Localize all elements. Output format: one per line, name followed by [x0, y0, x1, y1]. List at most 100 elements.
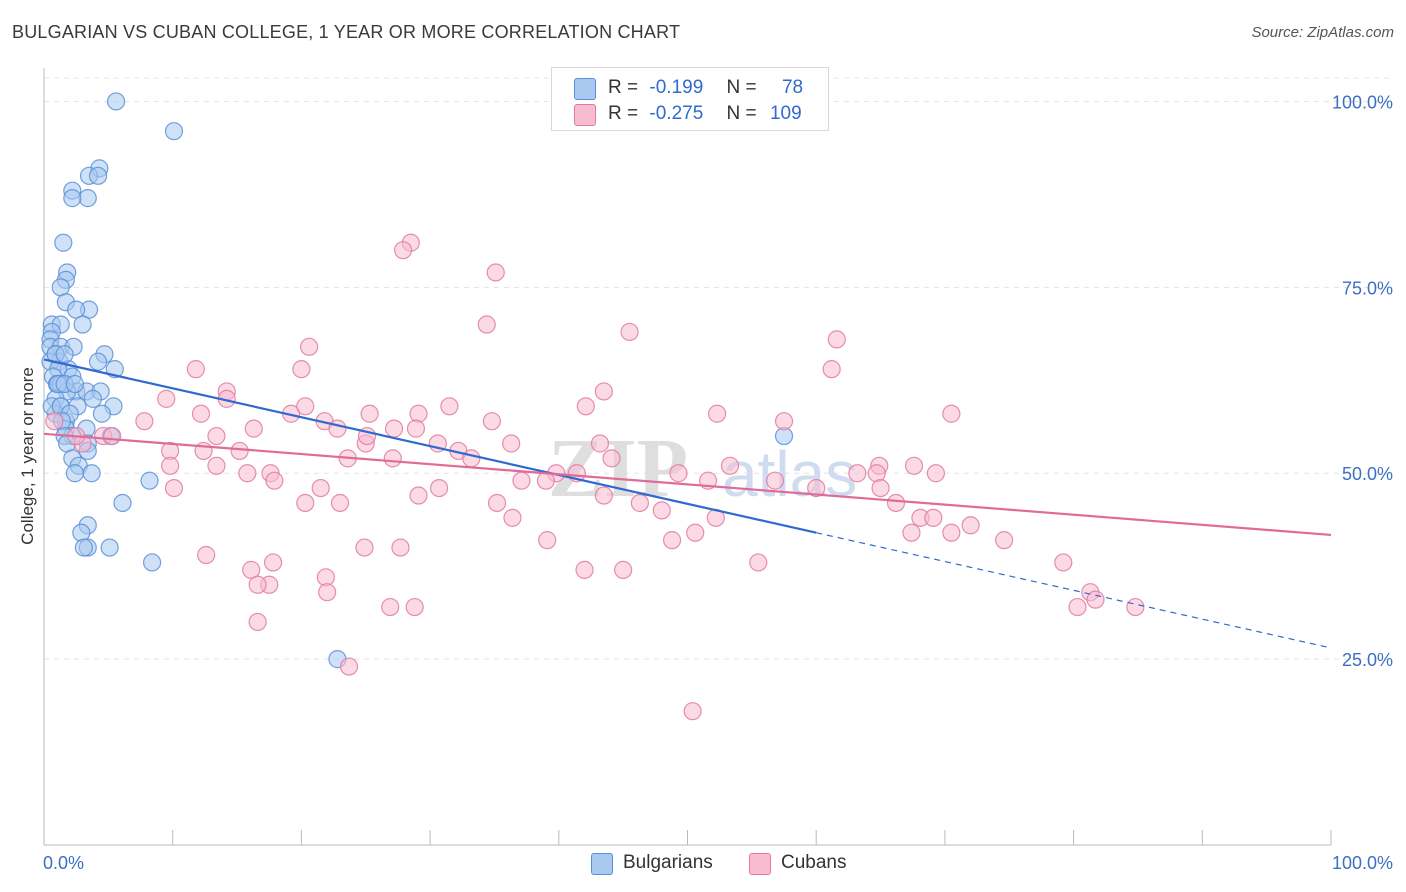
- bulgarian-point: [65, 464, 84, 483]
- cuban-point: [686, 523, 705, 542]
- cuban-point: [186, 360, 205, 379]
- legend-r-value: -0.199: [649, 77, 704, 98]
- cubans-legend-swatch: [749, 853, 771, 875]
- cuban-point: [462, 449, 481, 468]
- y-tick-label: 25.0%: [1342, 650, 1393, 670]
- bulgarian-point: [78, 189, 97, 208]
- cuban-point: [995, 531, 1014, 550]
- cuban-point: [207, 456, 226, 475]
- bulgarians-legend-swatch: [591, 853, 613, 875]
- cuban-point: [339, 657, 359, 676]
- cuban-point: [135, 412, 154, 431]
- legend-n-label: N =: [726, 103, 757, 124]
- trend-lines: [43, 358, 1332, 649]
- cuban-point: [164, 479, 184, 498]
- cuban-point: [207, 426, 226, 446]
- cuban-point: [296, 397, 315, 416]
- cuban-point: [620, 322, 639, 342]
- stats-legend: R = -0.199 N = 78 R = -0.275 N = 109: [551, 67, 829, 131]
- x-tick-label-max: 100.0%: [1332, 853, 1393, 873]
- cuban-point: [630, 493, 649, 513]
- y-tick-label: 100.0%: [1332, 92, 1393, 112]
- x-ticks: [172, 830, 1332, 845]
- bulgarian-point: [88, 352, 108, 371]
- cuban-point: [360, 404, 379, 423]
- cuban-point: [590, 434, 610, 453]
- bulgarian-point: [164, 122, 184, 141]
- cuban-point: [602, 449, 621, 468]
- cubans-legend-label: Cubans: [781, 852, 847, 873]
- cuban-point: [848, 464, 867, 483]
- bulgarians-swatch: [574, 78, 596, 100]
- cuban-point: [765, 471, 785, 490]
- cuban-point: [614, 560, 633, 579]
- watermark-zip: ZIP: [548, 422, 688, 515]
- watermark-atlas: atlas: [722, 438, 857, 510]
- cuban-point: [904, 456, 924, 475]
- cuban-point: [430, 479, 449, 498]
- cuban-point: [669, 464, 688, 483]
- cuban-point: [161, 456, 180, 475]
- cuban-point: [926, 464, 945, 483]
- legend-n-value: 78: [781, 77, 804, 98]
- legend-row-cubans: R = -0.275 N = 109: [552, 102, 828, 128]
- cuban-point: [197, 545, 216, 565]
- cuban-point: [311, 479, 330, 498]
- cuban-point: [477, 315, 496, 334]
- x-tick-label-min: 0.0%: [43, 853, 84, 873]
- cubans-points: [45, 233, 1145, 721]
- legend-r-value: -0.275: [649, 103, 704, 124]
- cuban-point: [502, 434, 521, 453]
- cuban-point: [191, 404, 211, 423]
- bulgarians-trend-line: [43, 358, 817, 534]
- cuban-point: [575, 560, 594, 579]
- cuban-point: [902, 523, 921, 542]
- cuban-point: [487, 493, 507, 513]
- bulgarians-points: [41, 92, 794, 669]
- bulgarian-point: [143, 553, 162, 572]
- cuban-point: [720, 456, 740, 475]
- bulgarian-point: [65, 374, 84, 394]
- cuban-point: [248, 612, 267, 632]
- cubans-trend-line: [43, 432, 1332, 537]
- bulgarian-point: [74, 538, 93, 557]
- cuban-point: [381, 597, 400, 617]
- cuban-point: [330, 493, 350, 513]
- legend-n-value: 109: [769, 103, 802, 124]
- cuban-point: [230, 441, 249, 461]
- cuban-point: [384, 419, 404, 438]
- bulgarian-point: [100, 538, 119, 557]
- bulgarian-point: [92, 404, 112, 423]
- cuban-point: [827, 330, 846, 349]
- cuban-point: [538, 531, 557, 550]
- cuban-point: [405, 597, 424, 617]
- cubans-swatch: [574, 104, 596, 126]
- cuban-point: [942, 404, 961, 423]
- cuban-point: [409, 404, 428, 423]
- bulgarian-point: [54, 233, 73, 252]
- cuban-point: [594, 486, 613, 505]
- cuban-point: [440, 397, 459, 416]
- cuban-point: [1086, 590, 1105, 609]
- y-tick-labels: 25.0% 50.0% 75.0% 100.0%: [1332, 92, 1393, 670]
- bulgarian-point: [113, 493, 132, 513]
- cuban-point: [867, 464, 886, 483]
- cuban-point: [248, 575, 267, 594]
- watermark: ZIP atlas: [548, 422, 857, 515]
- bulgarian-point: [73, 315, 92, 334]
- cuban-point: [482, 412, 501, 431]
- cuban-point: [961, 516, 980, 535]
- cuban-point: [1126, 597, 1145, 617]
- cuban-point: [822, 360, 841, 379]
- cuban-point: [512, 471, 531, 490]
- bulgarian-point: [82, 464, 101, 483]
- cuban-point: [292, 360, 311, 379]
- cuban-point: [1054, 553, 1073, 572]
- bulgarian-point: [63, 189, 82, 208]
- bulgarian-point: [106, 92, 126, 111]
- y-axis-title: College, 1 year or more: [18, 367, 37, 545]
- cuban-point: [383, 449, 402, 468]
- bulgarian-point: [88, 166, 108, 185]
- cuban-point: [103, 426, 122, 446]
